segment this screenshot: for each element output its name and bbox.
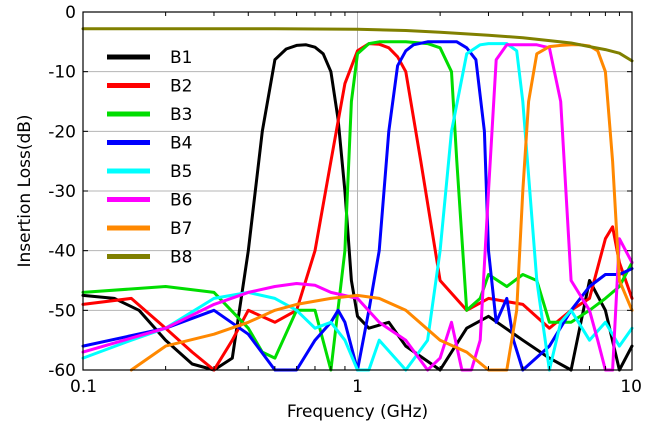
legend-label: B1: [170, 48, 192, 68]
legend-label: B5: [170, 162, 192, 182]
series-line-b5: [81, 42, 634, 372]
legend-label: B6: [170, 191, 192, 211]
legend-label: B7: [170, 219, 192, 239]
x-axis-title: Frequency (GHz): [287, 402, 428, 422]
series-layer: [81, 27, 634, 372]
y-tick-label: -40: [48, 242, 76, 262]
x-tick-label: 0.1: [70, 377, 97, 397]
legend-label: B8: [170, 248, 192, 268]
y-tick-label: -60: [48, 361, 76, 381]
y-tick-label: -10: [48, 63, 76, 83]
y-tick-label: -30: [48, 182, 76, 202]
y-axis-title: Insertion Loss(dB): [15, 114, 35, 267]
legend-label: B3: [170, 105, 192, 125]
ticks-layer: 0 -10 -20 -30 -40 -50 -600.1 1 10: [48, 3, 642, 397]
x-tick-label: 1: [352, 377, 363, 397]
legend-label: B2: [170, 77, 192, 97]
legend: B1 B2 B3 B4 B5 B6 B7 B8: [107, 48, 192, 268]
y-tick-label: 0: [65, 3, 76, 23]
series-line-b3: [81, 40, 634, 372]
legend-label: B4: [170, 134, 192, 154]
series-line-b8: [81, 27, 634, 63]
series-line-b4: [81, 40, 634, 372]
y-tick-label: -20: [48, 122, 76, 142]
x-tick-label: 10: [620, 377, 642, 397]
y-tick-label: -50: [48, 301, 76, 321]
